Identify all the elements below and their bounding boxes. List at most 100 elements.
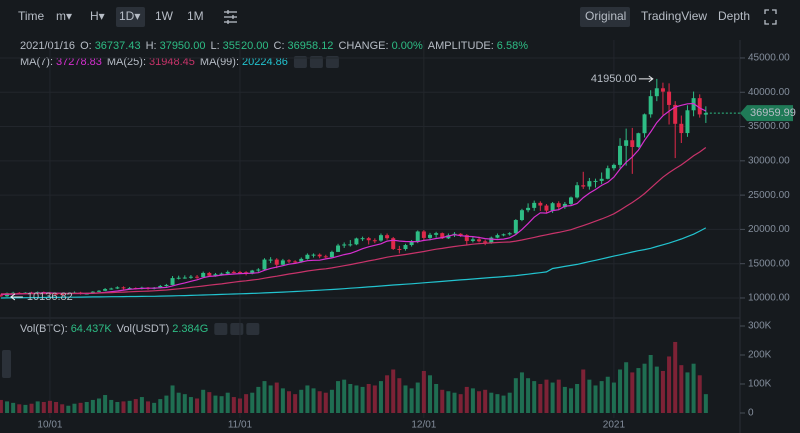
candle-body — [550, 203, 555, 211]
volume-bar — [41, 401, 46, 413]
candle-body — [274, 259, 279, 265]
volume-bar — [250, 392, 255, 413]
volume-value: 64.437K — [71, 323, 113, 335]
candle-body — [415, 231, 420, 242]
low-arrow — [10, 293, 23, 301]
volume-bar — [501, 395, 506, 413]
candle-body — [342, 244, 347, 246]
volume-bar — [391, 369, 396, 413]
candle-body — [618, 145, 623, 165]
candle-body — [477, 239, 482, 242]
legend-icon[interactable] — [246, 323, 260, 335]
legend-value: 35520.00 — [223, 40, 269, 52]
legend-label: CHANGE: — [338, 40, 388, 52]
volume-bar — [66, 405, 71, 413]
candle-body — [507, 233, 512, 235]
candle-body — [562, 203, 567, 208]
candle-body — [501, 234, 506, 236]
legend-icon[interactable] — [309, 56, 323, 68]
candle-body — [311, 254, 316, 256]
legend-icon[interactable] — [293, 56, 307, 68]
fullscreen-icon[interactable] — [764, 9, 777, 25]
candle-body — [660, 88, 665, 92]
candle-body — [250, 270, 255, 274]
volume-tick-label: 0 — [748, 408, 754, 419]
volume-bar — [372, 385, 377, 413]
candle-body — [60, 293, 65, 295]
volume-bar — [415, 382, 420, 413]
volume-bar — [115, 401, 120, 413]
volume-bar — [237, 398, 242, 413]
volume-bar — [35, 401, 40, 413]
candle-body — [127, 288, 132, 290]
volume-bar — [78, 402, 83, 413]
candle-body — [201, 272, 206, 278]
volume-bar — [213, 395, 218, 413]
volume-bar — [526, 378, 531, 413]
volume-bar — [188, 397, 193, 413]
interval-button[interactable]: 1M — [187, 9, 204, 23]
volume-bar — [421, 370, 426, 413]
volume-bar — [366, 384, 371, 413]
candle-body — [287, 260, 292, 262]
volume-bar — [599, 381, 604, 413]
volume-bar — [256, 386, 261, 413]
candle-body — [360, 238, 365, 240]
volume-bar — [434, 384, 439, 413]
volume-bar — [593, 385, 598, 413]
candle-body — [397, 248, 402, 250]
view-button[interactable]: TradingView — [641, 9, 707, 23]
last-price-label: 36959.99 — [750, 107, 796, 119]
candle-body — [458, 233, 463, 236]
candle-body — [305, 254, 310, 259]
price-tick-label: 25000.00 — [748, 190, 790, 201]
volume-bar — [403, 385, 408, 413]
settings-icon[interactable] — [224, 10, 237, 24]
candle-body — [378, 235, 383, 241]
volume-bar — [685, 372, 690, 413]
candle-body — [96, 290, 101, 292]
volume-bar — [201, 389, 206, 413]
candle-body — [354, 238, 359, 245]
legend-value: 6.58% — [497, 40, 528, 52]
legend-label: C: — [274, 40, 285, 52]
legend-icon[interactable] — [230, 323, 244, 335]
last-price-tag — [740, 105, 793, 122]
candle-body — [182, 277, 187, 279]
interval-button[interactable]: H▾ — [90, 9, 105, 23]
volume-bar — [648, 355, 653, 413]
candle-body — [280, 260, 285, 265]
side-handle[interactable] — [2, 350, 11, 378]
view-button[interactable]: Original — [585, 9, 626, 23]
volume-bar — [452, 392, 457, 413]
candle-body — [599, 178, 604, 181]
interval-button[interactable]: Time — [18, 9, 45, 23]
candle-body — [642, 114, 647, 134]
legend-icon[interactable] — [214, 323, 228, 335]
candle-body — [348, 244, 353, 246]
volume-bar — [280, 388, 285, 413]
volume-bar — [489, 392, 494, 413]
volume-bar — [133, 399, 138, 413]
interval-button[interactable]: 1D▾ — [119, 9, 140, 23]
candle-body — [679, 123, 684, 134]
candle-body — [654, 88, 659, 97]
volume-bar — [17, 404, 22, 413]
volume-bar — [556, 379, 561, 413]
candle-body — [176, 277, 181, 279]
interval-button[interactable]: 1W — [155, 9, 174, 23]
price-tick-label: 45000.00 — [748, 53, 790, 64]
legend-icon[interactable] — [325, 56, 339, 68]
volume-bar — [544, 379, 549, 413]
candle-body — [538, 202, 543, 206]
volume-bar — [127, 400, 132, 413]
candle-body — [575, 185, 580, 198]
volume-tick-label: 300K — [748, 321, 772, 332]
view-button[interactable]: Depth — [718, 9, 750, 23]
candle-body — [464, 235, 469, 241]
interval-button[interactable]: m▾ — [56, 9, 72, 23]
candle-body — [317, 254, 322, 257]
candle-body — [513, 220, 518, 234]
volume-bar — [72, 403, 77, 413]
ma-label: MA(7): — [20, 56, 53, 68]
